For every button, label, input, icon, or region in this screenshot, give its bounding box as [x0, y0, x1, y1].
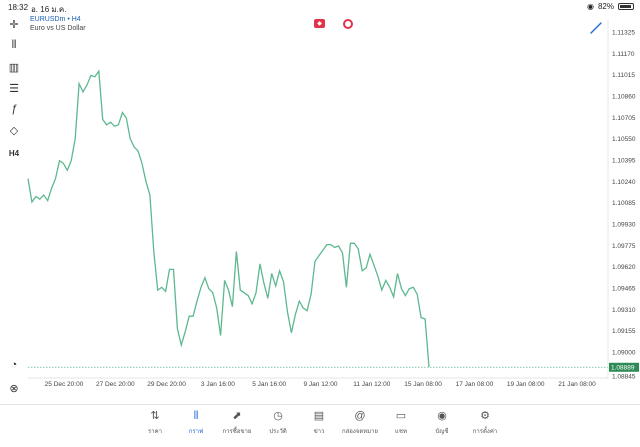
tab-settings[interactable]: ⚙ การตั้งค่า	[465, 409, 505, 436]
market-depth-icon[interactable]	[343, 19, 353, 29]
chart-top-icons: ◆	[314, 19, 353, 29]
y-tick-label: 1.11325	[612, 30, 635, 37]
app-logo-icon[interactable]: ⊗	[9, 382, 19, 395]
y-tick-label: 1.10240	[612, 179, 636, 186]
chart-icon: ⫴	[193, 410, 199, 422]
y-tick-label: 1.09465	[612, 286, 636, 293]
tab-label: การซื้อขาย	[222, 429, 252, 435]
left-toolbar: ✛ ⫴ ▥ ☰ ƒ ◇ H4 ◔ ⊗	[0, 14, 28, 404]
function-icon[interactable]: ƒ	[10, 103, 18, 115]
shapes-icon[interactable]: ◇	[9, 124, 19, 137]
timeframe-button[interactable]: H4	[8, 148, 20, 158]
symbol-description: Euro vs US Dollar	[30, 25, 86, 32]
status-date: อ. 16 ม.ค.	[31, 5, 67, 14]
price-chart[interactable]: 1.11325 1.11170 1.11015 1.10860 1.10705 1.105…	[0, 0, 640, 404]
tab-label: ประวัติ	[269, 429, 287, 435]
draw-line-icon[interactable]	[589, 21, 603, 35]
tab-trade[interactable]: ⬈ การซื้อขาย	[217, 409, 257, 436]
tab-chart[interactable]: ⫴ กราฟ	[176, 409, 216, 436]
current-price-value: 1.08889	[611, 365, 635, 372]
tab-quotes[interactable]: ⇅ ราคา	[135, 409, 175, 436]
indicators-icon[interactable]: ▥	[8, 61, 20, 74]
x-tick-label: 5 Jan 16:00	[252, 381, 286, 388]
x-tick-label: 27 Dec 20:00	[96, 381, 135, 388]
y-tick-label: 1.08845	[612, 373, 636, 380]
tab-label: บัญชี	[435, 429, 449, 435]
tab-label: การตั้งค่า	[472, 429, 498, 435]
candlestick-icon[interactable]: ⫴	[11, 38, 17, 51]
trade-icon: ⬈	[232, 410, 242, 422]
tab-account[interactable]: ◉ บัญชี	[422, 409, 462, 436]
y-tick-label: 1.09000	[612, 350, 636, 357]
x-tick-label: 11 Jan 12:00	[353, 381, 390, 388]
mailbox-icon: @	[354, 410, 366, 422]
tab-label: กล่องจดหมาย	[341, 429, 379, 435]
x-tick-label: 29 Dec 20:00	[147, 381, 186, 388]
status-time: 18:32	[8, 3, 29, 12]
bottom-tab-bar: ⇅ ราคา ⫴ กราฟ ⬈ การซื้อขาย ◷ ประวัติ ▤ ข…	[0, 404, 640, 447]
x-tick-label: 3 Jan 16:00	[201, 381, 235, 388]
status-right: ◉ 82%	[587, 2, 634, 11]
tab-label: ราคา	[148, 429, 162, 435]
symbol-name: EURUSDm • H4	[30, 16, 81, 23]
x-tick-label: 9 Jan 12:00	[304, 381, 338, 388]
x-tick-label: 25 Dec 20:00	[45, 381, 84, 388]
current-price-tag: 1.08889	[609, 362, 639, 372]
y-tick-label: 1.09930	[612, 222, 636, 229]
one-click-trading-icon[interactable]: ◆	[314, 19, 325, 28]
battery-percent: 82%	[597, 2, 614, 11]
gauge-icon[interactable]: ◔	[10, 359, 18, 371]
tab-label: แชท	[395, 429, 407, 435]
quotes-icon: ⇅	[150, 410, 160, 422]
y-tick-label: 1.10705	[612, 115, 636, 122]
settings-sliders-icon[interactable]: ☰	[9, 82, 19, 95]
y-tick-label: 1.11015	[612, 72, 635, 79]
chat-icon: ▭	[395, 410, 407, 422]
symbol-info[interactable]: EURUSDm • H4 Euro vs US Dollar	[30, 15, 86, 33]
tab-chat[interactable]: ▭ แชท	[381, 409, 421, 436]
y-tick-label: 1.09155	[612, 328, 636, 335]
y-tick-label: 1.10550	[612, 136, 636, 143]
tab-news[interactable]: ▤ ข่าว	[299, 409, 339, 436]
history-icon: ◷	[273, 410, 283, 422]
y-tick-label: 1.10860	[612, 94, 636, 101]
y-tick-label: 1.09775	[612, 243, 636, 250]
x-tick-label: 15 Jan 08:00	[404, 381, 442, 388]
crosshair-icon[interactable]: ✛	[9, 18, 19, 31]
x-tick-label: 19 Jan 08:00	[507, 381, 545, 388]
news-icon: ▤	[313, 410, 325, 422]
wifi-icon: ◉	[587, 2, 594, 11]
y-tick-label: 1.09620	[612, 264, 636, 271]
tab-label: กราฟ	[188, 429, 204, 435]
tab-mailbox[interactable]: @ กล่องจดหมาย	[340, 409, 380, 436]
y-tick-label: 1.11170	[612, 51, 635, 58]
battery-icon	[618, 3, 634, 10]
tab-history[interactable]: ◷ ประวัติ	[258, 409, 298, 436]
tab-label: ข่าว	[313, 429, 325, 435]
settings-icon: ⚙	[480, 410, 490, 422]
x-tick-label: 21 Jan 08:00	[558, 381, 596, 388]
account-icon: ◉	[437, 410, 447, 422]
y-tick-label: 1.10085	[612, 200, 636, 207]
status-bar: 18:32 อ. 16 ม.ค. ◉ 82%	[0, 0, 640, 14]
y-tick-label: 1.09310	[612, 307, 636, 314]
price-line	[27, 69, 430, 368]
y-tick-label: 1.10395	[612, 158, 636, 165]
x-tick-label: 17 Jan 08:00	[456, 381, 494, 388]
